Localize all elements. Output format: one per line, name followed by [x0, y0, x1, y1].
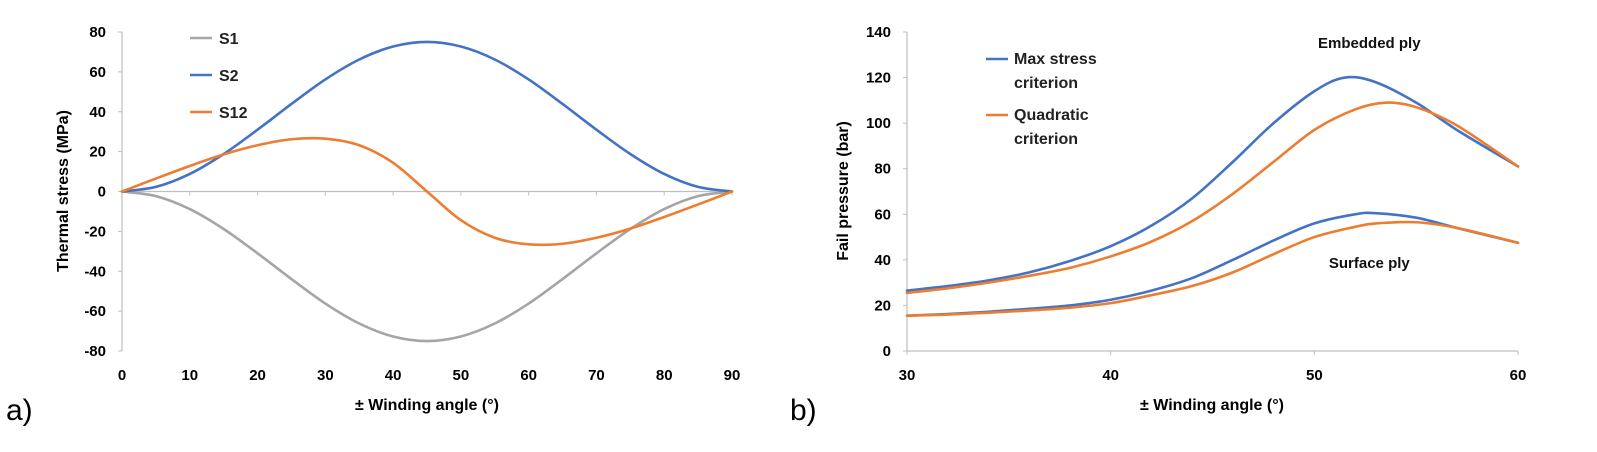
chart-b-annotation-1: Embedded ply [1318, 35, 1421, 52]
chart-b-y-tick-label: 140 [866, 24, 891, 41]
chart-a-y-tick-label: -40 [84, 263, 106, 280]
chart-a: -80 -60 -40 -20 0 20 40 60 80 0 10 20 30 40 50 60 70 80 9… [6, 24, 740, 427]
chart-a-y-tick-label: 80 [89, 24, 106, 41]
chart-a-y-tick-label: 0 [98, 184, 106, 201]
chart-a-x-tick-label: 60 [520, 367, 537, 384]
chart-a-y-tick-label: 60 [89, 64, 106, 81]
chart-b-legend: Max stress criterion Quadratic criterion [986, 51, 1097, 148]
chart-a-x-tick-label: 50 [453, 367, 470, 384]
chart-a-legend: S1 S2 S12 [190, 31, 248, 122]
chart-b-x-ticks: 30 40 50 60 [899, 351, 1527, 384]
chart-a-y-axis-title: Thermal stress (MPa) [55, 110, 72, 272]
chart-a-y-ticks: -80 -60 -40 -20 0 20 40 60 80 [84, 24, 122, 360]
chart-b-x-tick-label: 30 [899, 367, 916, 384]
chart-b-series-line-3 [905, 211, 1520, 317]
chart-b-panel-label: b) [790, 394, 817, 427]
chart-a-y-tick-label: -80 [84, 343, 106, 360]
chart-b-series-line-4 [905, 220, 1520, 317]
chart-a-x-tick-label: 80 [656, 367, 673, 384]
chart-a-y-tick-label: 20 [89, 144, 106, 161]
chart-b-y-tick-label: 60 [874, 206, 891, 223]
chart-b-legend-label-1: Max stress [1014, 51, 1097, 68]
chart-b-x-axis-title: ± Winding angle (°) [1140, 397, 1284, 414]
chart-a-y-tick-label: -20 [84, 223, 106, 240]
chart-b-y-tick-label: 20 [874, 297, 891, 314]
chart-b-y-ticks: 0 20 40 60 80 100 120 140 [866, 24, 907, 360]
chart-b-series-line-1 [905, 75, 1520, 292]
chart-a-x-tick-label: 90 [724, 367, 741, 384]
chart-a-series-line-1 [120, 190, 734, 343]
chart-a-x-tick-label: 40 [385, 367, 402, 384]
chart-b-y-tick-label: 40 [874, 252, 891, 269]
chart-b-x-tick-label: 60 [1510, 367, 1527, 384]
chart-a-x-tick-label: 20 [249, 367, 266, 384]
chart-b-series-line-2 [905, 101, 1520, 295]
chart-a-series-line-2 [120, 40, 734, 193]
chart-b-x-tick-label: 40 [1102, 367, 1119, 384]
chart-a-y-tick-label: -60 [84, 303, 106, 320]
chart-a-x-ticks: 0 10 20 30 40 50 60 70 80 90 [118, 191, 741, 384]
chart-a-series-line-3 [120, 136, 734, 247]
chart-a-legend-label-s2: S2 [219, 68, 239, 85]
chart-a-x-tick-label: 0 [118, 367, 126, 384]
chart-b-annotations: Embedded ply Surface ply [1318, 35, 1421, 272]
chart-a-panel-label: a) [6, 394, 33, 427]
chart-a-y-tick-label: 40 [89, 104, 106, 121]
chart-a-x-tick-label: 70 [588, 367, 605, 384]
chart-a-series-group [120, 40, 734, 343]
chart-a-x-tick-label: 30 [317, 367, 334, 384]
chart-a-x-axis-title: ± Winding angle (°) [355, 397, 499, 414]
chart-b-annotation-2: Surface ply [1329, 255, 1411, 272]
chart-b-y-axis-title: Fail pressure (bar) [835, 121, 852, 261]
chart-b-y-tick-label: 100 [866, 115, 891, 132]
chart-a-legend-label-s12: S12 [219, 105, 248, 122]
chart-b-y-tick-label: 80 [874, 161, 891, 178]
chart-a-x-tick-label: 10 [181, 367, 198, 384]
chart-b-y-tick-label: 0 [883, 343, 891, 360]
chart-b: 0 20 40 60 80 100 120 140 30 40 50 60 Max stress cr… [790, 24, 1526, 427]
chart-b-legend-label-2: criterion [1014, 131, 1078, 148]
chart-b-legend-label-1: criterion [1014, 75, 1078, 92]
chart-a-legend-label-s1: S1 [219, 31, 239, 48]
chart-b-x-tick-label: 50 [1306, 367, 1323, 384]
chart-b-y-tick-label: 120 [866, 70, 891, 87]
chart-b-legend-label-2: Quadratic [1014, 107, 1089, 124]
chart-b-series-group [905, 75, 1520, 317]
